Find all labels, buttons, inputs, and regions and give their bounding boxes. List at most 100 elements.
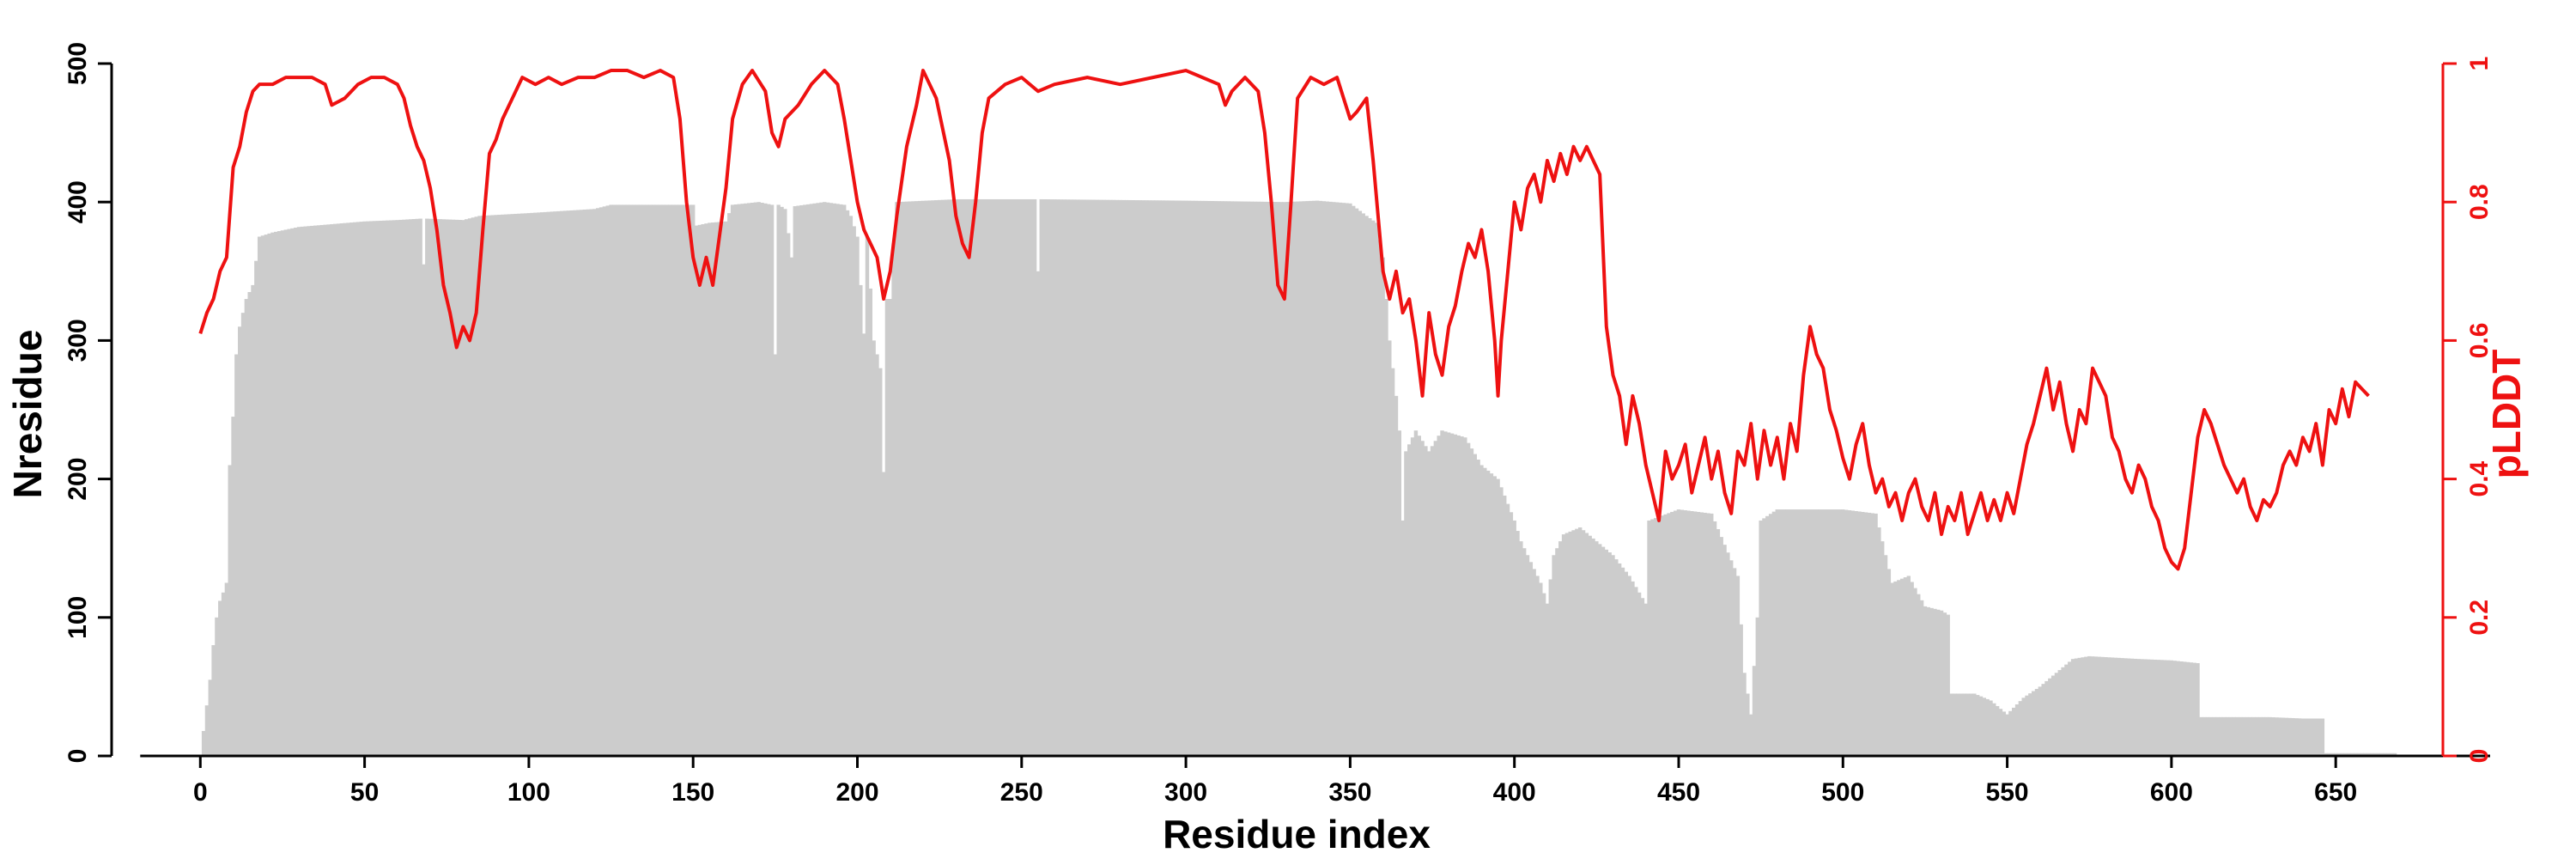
nresidue-bar bbox=[783, 209, 787, 756]
nresidue-bar bbox=[395, 220, 400, 756]
nresidue-bar bbox=[1906, 576, 1911, 756]
nresidue-bar bbox=[1827, 509, 1832, 756]
nresidue-bar bbox=[1230, 201, 1234, 757]
nresidue-bar bbox=[967, 198, 971, 757]
nresidue-bar bbox=[1016, 198, 1021, 757]
nresidue-bar bbox=[1138, 200, 1142, 756]
nresidue-bar bbox=[957, 198, 962, 757]
nresidue-bar bbox=[559, 210, 564, 756]
nresidue-bar bbox=[1404, 451, 1408, 756]
nresidue-bar bbox=[947, 199, 951, 756]
nresidue-bar bbox=[1946, 614, 1950, 756]
nresidue-bar bbox=[1368, 218, 1372, 756]
nresidue-bar bbox=[2208, 716, 2214, 756]
nresidue-bar bbox=[1965, 693, 1970, 756]
nresidue-bar bbox=[996, 198, 1001, 757]
nresidue-bar bbox=[1857, 511, 1862, 756]
nresidue-bar bbox=[2113, 657, 2118, 756]
nresidue-bar bbox=[402, 219, 406, 756]
nresidue-bar bbox=[1807, 509, 1813, 756]
nresidue-bar bbox=[1479, 465, 1484, 756]
nresidue-bar bbox=[1203, 200, 1208, 756]
nresidue-bar bbox=[1903, 577, 1908, 756]
nresidue-bar bbox=[501, 214, 505, 756]
nresidue-bar bbox=[1716, 529, 1721, 756]
nresidue-bar bbox=[539, 212, 544, 756]
nresidue-bar bbox=[2330, 752, 2335, 756]
nresidue-bar bbox=[990, 198, 994, 757]
nresidue-bar bbox=[537, 212, 541, 756]
nresidue-bar bbox=[1755, 617, 1760, 756]
nresidue-bar bbox=[1194, 200, 1198, 756]
nresidue-bar bbox=[859, 284, 863, 756]
nresidue-bar bbox=[1692, 511, 1698, 756]
nresidue-bar bbox=[1332, 202, 1336, 756]
nresidue-bar bbox=[2126, 658, 2131, 756]
nresidue-bar bbox=[2370, 752, 2374, 756]
nresidue-bar bbox=[2205, 716, 2210, 756]
nresidue-bar bbox=[1821, 509, 1826, 756]
nresidue-bar bbox=[1811, 509, 1816, 756]
nresidue-bar bbox=[1525, 555, 1530, 756]
nresidue-bar bbox=[2140, 659, 2144, 756]
nresidue-bar bbox=[1361, 213, 1365, 757]
nresidue-bar bbox=[1298, 201, 1303, 756]
nresidue-bar bbox=[313, 225, 318, 757]
nresidue-bar bbox=[1728, 560, 1734, 756]
nresidue-bar bbox=[1883, 555, 1888, 756]
nresidue-bar bbox=[677, 204, 683, 757]
nresidue-bar bbox=[1690, 511, 1694, 756]
nresidue-bar bbox=[823, 202, 827, 756]
nresidue-bar bbox=[1417, 436, 1421, 756]
nresidue-bar bbox=[1841, 509, 1845, 756]
nresidue-bar bbox=[1982, 698, 1987, 756]
nresidue-bar bbox=[398, 219, 403, 756]
x-tick-label: 550 bbox=[1986, 778, 2029, 807]
nresidue-bar bbox=[2248, 716, 2252, 756]
nresidue-bar bbox=[1253, 201, 1257, 757]
nresidue-bar bbox=[1680, 509, 1685, 756]
nresidue-bar bbox=[2160, 660, 2164, 756]
nresidue-bar bbox=[884, 299, 890, 756]
nresidue-bar bbox=[1348, 203, 1352, 756]
nresidue-bar bbox=[1844, 509, 1849, 756]
nresidue-bar bbox=[1239, 201, 1244, 756]
nresidue-bar bbox=[1850, 510, 1855, 756]
nresidue-bar bbox=[1302, 201, 1307, 757]
nresidue-bar bbox=[2307, 718, 2312, 756]
nresidue-bar bbox=[1735, 576, 1741, 756]
nresidue-bar bbox=[251, 284, 255, 756]
nresidue-bar bbox=[1782, 509, 1786, 756]
nresidue-bar bbox=[1801, 509, 1806, 756]
plddt-line-layer bbox=[198, 69, 2370, 571]
nresidue-bar bbox=[793, 206, 798, 757]
nresidue-bar bbox=[714, 222, 719, 756]
nresidue-bar bbox=[740, 204, 744, 757]
nresidue-bar bbox=[1466, 442, 1471, 756]
nresidue-bar bbox=[1273, 202, 1277, 757]
nresidue-bar bbox=[1321, 201, 1326, 757]
nresidue-bar bbox=[1532, 569, 1536, 756]
nresidue-bar bbox=[773, 354, 778, 756]
nresidue-bar bbox=[2018, 701, 2023, 756]
nresidue-bar bbox=[1998, 709, 2003, 756]
nresidue-bar bbox=[684, 204, 689, 757]
nresidue-bar bbox=[1003, 198, 1007, 757]
nresidue-bar bbox=[464, 219, 469, 756]
y-left-tick-label: 300 bbox=[64, 319, 92, 362]
nresidue-bar bbox=[270, 232, 275, 756]
nresidue-bar bbox=[1936, 609, 1941, 756]
nresidue-bar bbox=[392, 220, 397, 756]
nresidue-bar bbox=[658, 204, 663, 757]
nresidue-bar bbox=[944, 199, 949, 756]
nresidue-bar bbox=[1410, 437, 1415, 756]
nresidue-bar bbox=[1953, 693, 1957, 756]
nresidue-bar bbox=[2133, 658, 2138, 756]
nresidue-bar bbox=[766, 204, 771, 756]
nresidue-bar bbox=[1262, 201, 1267, 756]
nresidue-bar bbox=[1233, 201, 1237, 756]
nresidue-bar bbox=[1683, 510, 1687, 756]
nresidue-bar bbox=[2327, 752, 2331, 756]
nresidue-bar bbox=[2192, 662, 2196, 756]
nresidue-bar bbox=[221, 592, 226, 756]
